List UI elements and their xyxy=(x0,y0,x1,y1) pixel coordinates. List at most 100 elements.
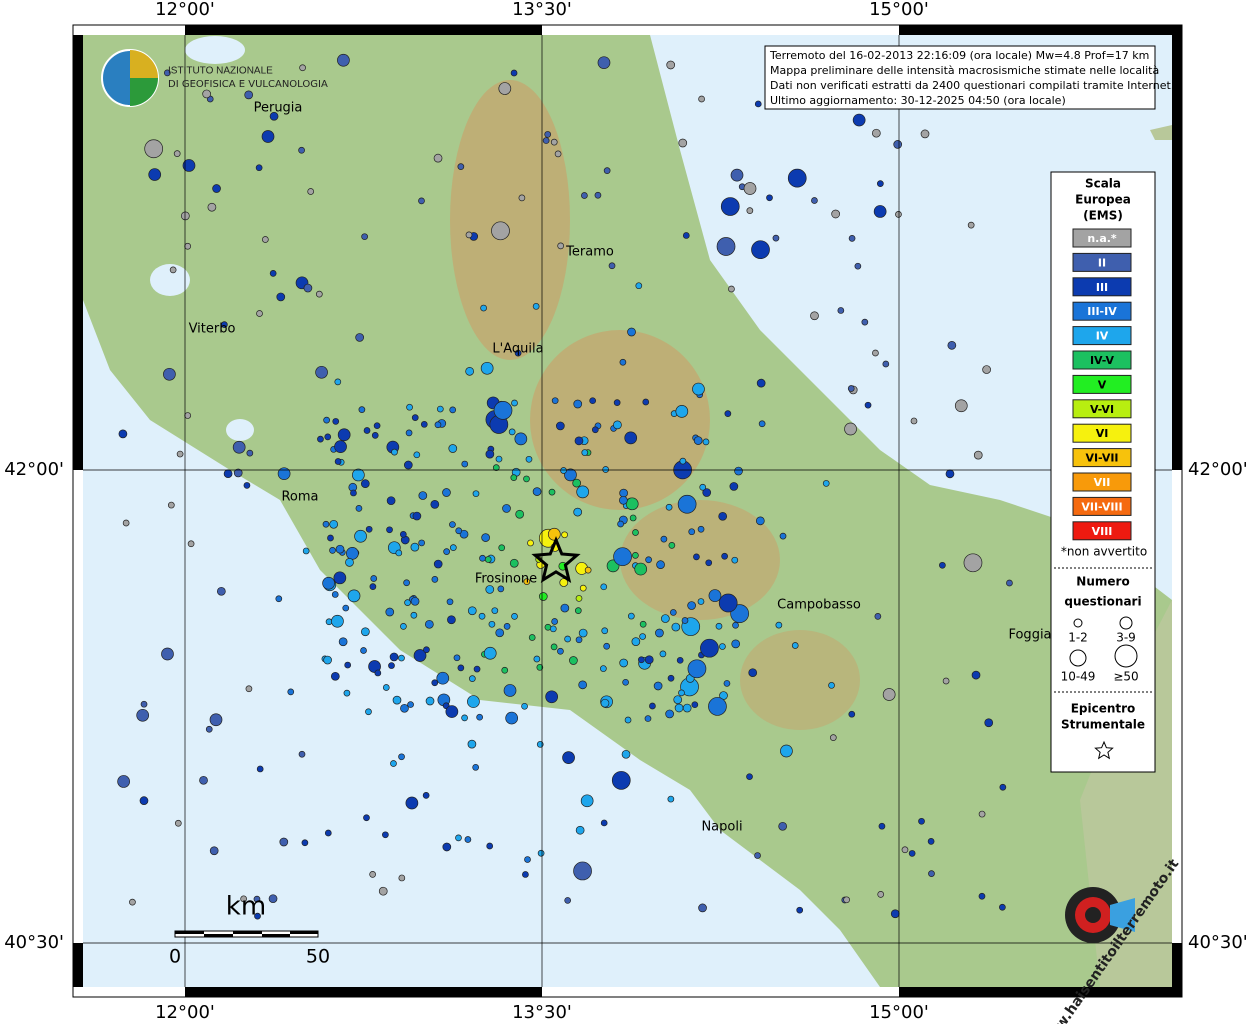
intensity-dot xyxy=(433,559,443,569)
intensity-dot xyxy=(465,231,473,239)
intensity-dot xyxy=(245,685,253,693)
intensity-dot xyxy=(665,503,673,511)
intensity-dot xyxy=(702,488,712,497)
intensity-dot xyxy=(514,432,528,446)
intensity-dot xyxy=(638,656,645,664)
intensity-dot xyxy=(403,579,410,587)
intensity-dot xyxy=(796,906,804,914)
intensity-dot xyxy=(139,796,149,806)
intensity-dot xyxy=(532,302,540,310)
intensity-dot xyxy=(556,421,565,431)
intensity-dot xyxy=(578,628,588,638)
intensity-dot xyxy=(564,897,572,904)
intensity-dot xyxy=(472,763,480,771)
lon-label: 13°30' xyxy=(512,1002,572,1023)
intensity-dot xyxy=(550,138,558,146)
intensity-dot xyxy=(406,403,413,411)
intensity-dot xyxy=(461,460,469,468)
logo-text: DI GEOFISICA E VULCANOLOGIA xyxy=(168,79,328,90)
intensity-dot xyxy=(743,182,757,195)
intensity-dot xyxy=(562,751,575,765)
intensity-dot xyxy=(901,846,909,854)
intensity-dot xyxy=(322,520,330,528)
city-label: Teramo xyxy=(565,245,614,260)
intensity-dot xyxy=(871,128,881,138)
intensity-dot xyxy=(705,559,713,567)
intensity-dot xyxy=(457,163,465,171)
intensity-dot xyxy=(363,427,371,434)
intensity-dot xyxy=(731,556,739,564)
intensity-dot xyxy=(425,696,435,706)
intensity-dot xyxy=(173,150,181,158)
lat-label: 40°30' xyxy=(1188,932,1248,953)
intensity-dot xyxy=(544,131,552,138)
intensity-dot xyxy=(389,652,399,662)
intensity-dot xyxy=(448,444,458,453)
intensity-dot xyxy=(184,242,192,250)
mountains xyxy=(450,80,570,360)
intensity-dot xyxy=(600,819,608,827)
intensity-dot xyxy=(766,194,773,202)
intensity-dot xyxy=(854,262,862,270)
intensity-dot xyxy=(483,646,497,660)
intensity-dot xyxy=(728,285,735,293)
legend-title: Numero xyxy=(1076,575,1129,589)
intensity-dot xyxy=(457,664,465,672)
legend-label: n.a.* xyxy=(1087,232,1117,245)
intensity-dot xyxy=(611,771,631,790)
intensity-dot xyxy=(410,542,420,552)
city-label: L'Aquila xyxy=(492,342,543,357)
intensity-dot xyxy=(746,773,753,781)
intensity-dot xyxy=(342,604,350,612)
intensity-dot xyxy=(999,783,1007,791)
intensity-dot xyxy=(890,909,900,919)
intensity-dot xyxy=(315,290,323,298)
intensity-dot xyxy=(551,618,558,625)
intensity-dot xyxy=(560,603,570,613)
city-label: Frosinone xyxy=(475,572,537,587)
intensity-dot xyxy=(822,480,830,487)
intensity-dot xyxy=(564,635,571,643)
intensity-dot xyxy=(209,846,219,856)
intensity-dot xyxy=(622,678,629,686)
intensity-dot xyxy=(523,578,531,585)
intensity-dot xyxy=(893,140,903,149)
intensity-dot xyxy=(682,703,692,713)
intensity-dot xyxy=(642,398,650,406)
intensity-dot xyxy=(982,365,991,374)
intensity-dot xyxy=(669,609,677,616)
intensity-dot xyxy=(163,69,171,77)
legend-swatch xyxy=(1072,423,1132,443)
legend-label: VI xyxy=(1096,427,1109,440)
mountains xyxy=(530,330,710,510)
intensity-dot xyxy=(524,856,531,863)
intensity-dot xyxy=(578,680,588,690)
legend-title: Europea xyxy=(1075,193,1131,207)
legend-swatch xyxy=(1072,277,1132,297)
lat-label: 42°00' xyxy=(1188,459,1248,480)
intensity-dot xyxy=(398,753,405,761)
intensity-dot xyxy=(464,836,472,843)
intensity-dot xyxy=(549,625,557,633)
intensity-dot xyxy=(973,450,983,460)
legend-label: IV-V xyxy=(1090,354,1115,367)
intensity-dot xyxy=(551,397,559,405)
intensity-dot xyxy=(495,455,503,463)
intensity-dot xyxy=(187,540,195,548)
intensity-dot xyxy=(723,680,731,687)
lon-label: 15°00' xyxy=(869,1002,929,1023)
intensity-dot xyxy=(603,642,611,650)
intensity-dot xyxy=(758,420,766,428)
intensity-dot xyxy=(473,665,481,673)
legend-label: VI-VII xyxy=(1085,452,1118,465)
legend-title: Scala xyxy=(1085,177,1121,191)
intensity-dot xyxy=(527,539,534,547)
intensity-dot xyxy=(498,544,506,552)
intensity-dot xyxy=(392,695,402,705)
intensity-dot xyxy=(848,235,856,242)
size-label: 10-49 xyxy=(1061,670,1096,684)
intensity-dot xyxy=(279,837,289,847)
intensity-dot xyxy=(233,468,243,478)
intensity-dot xyxy=(843,896,850,904)
legend-swatch xyxy=(1072,448,1132,468)
